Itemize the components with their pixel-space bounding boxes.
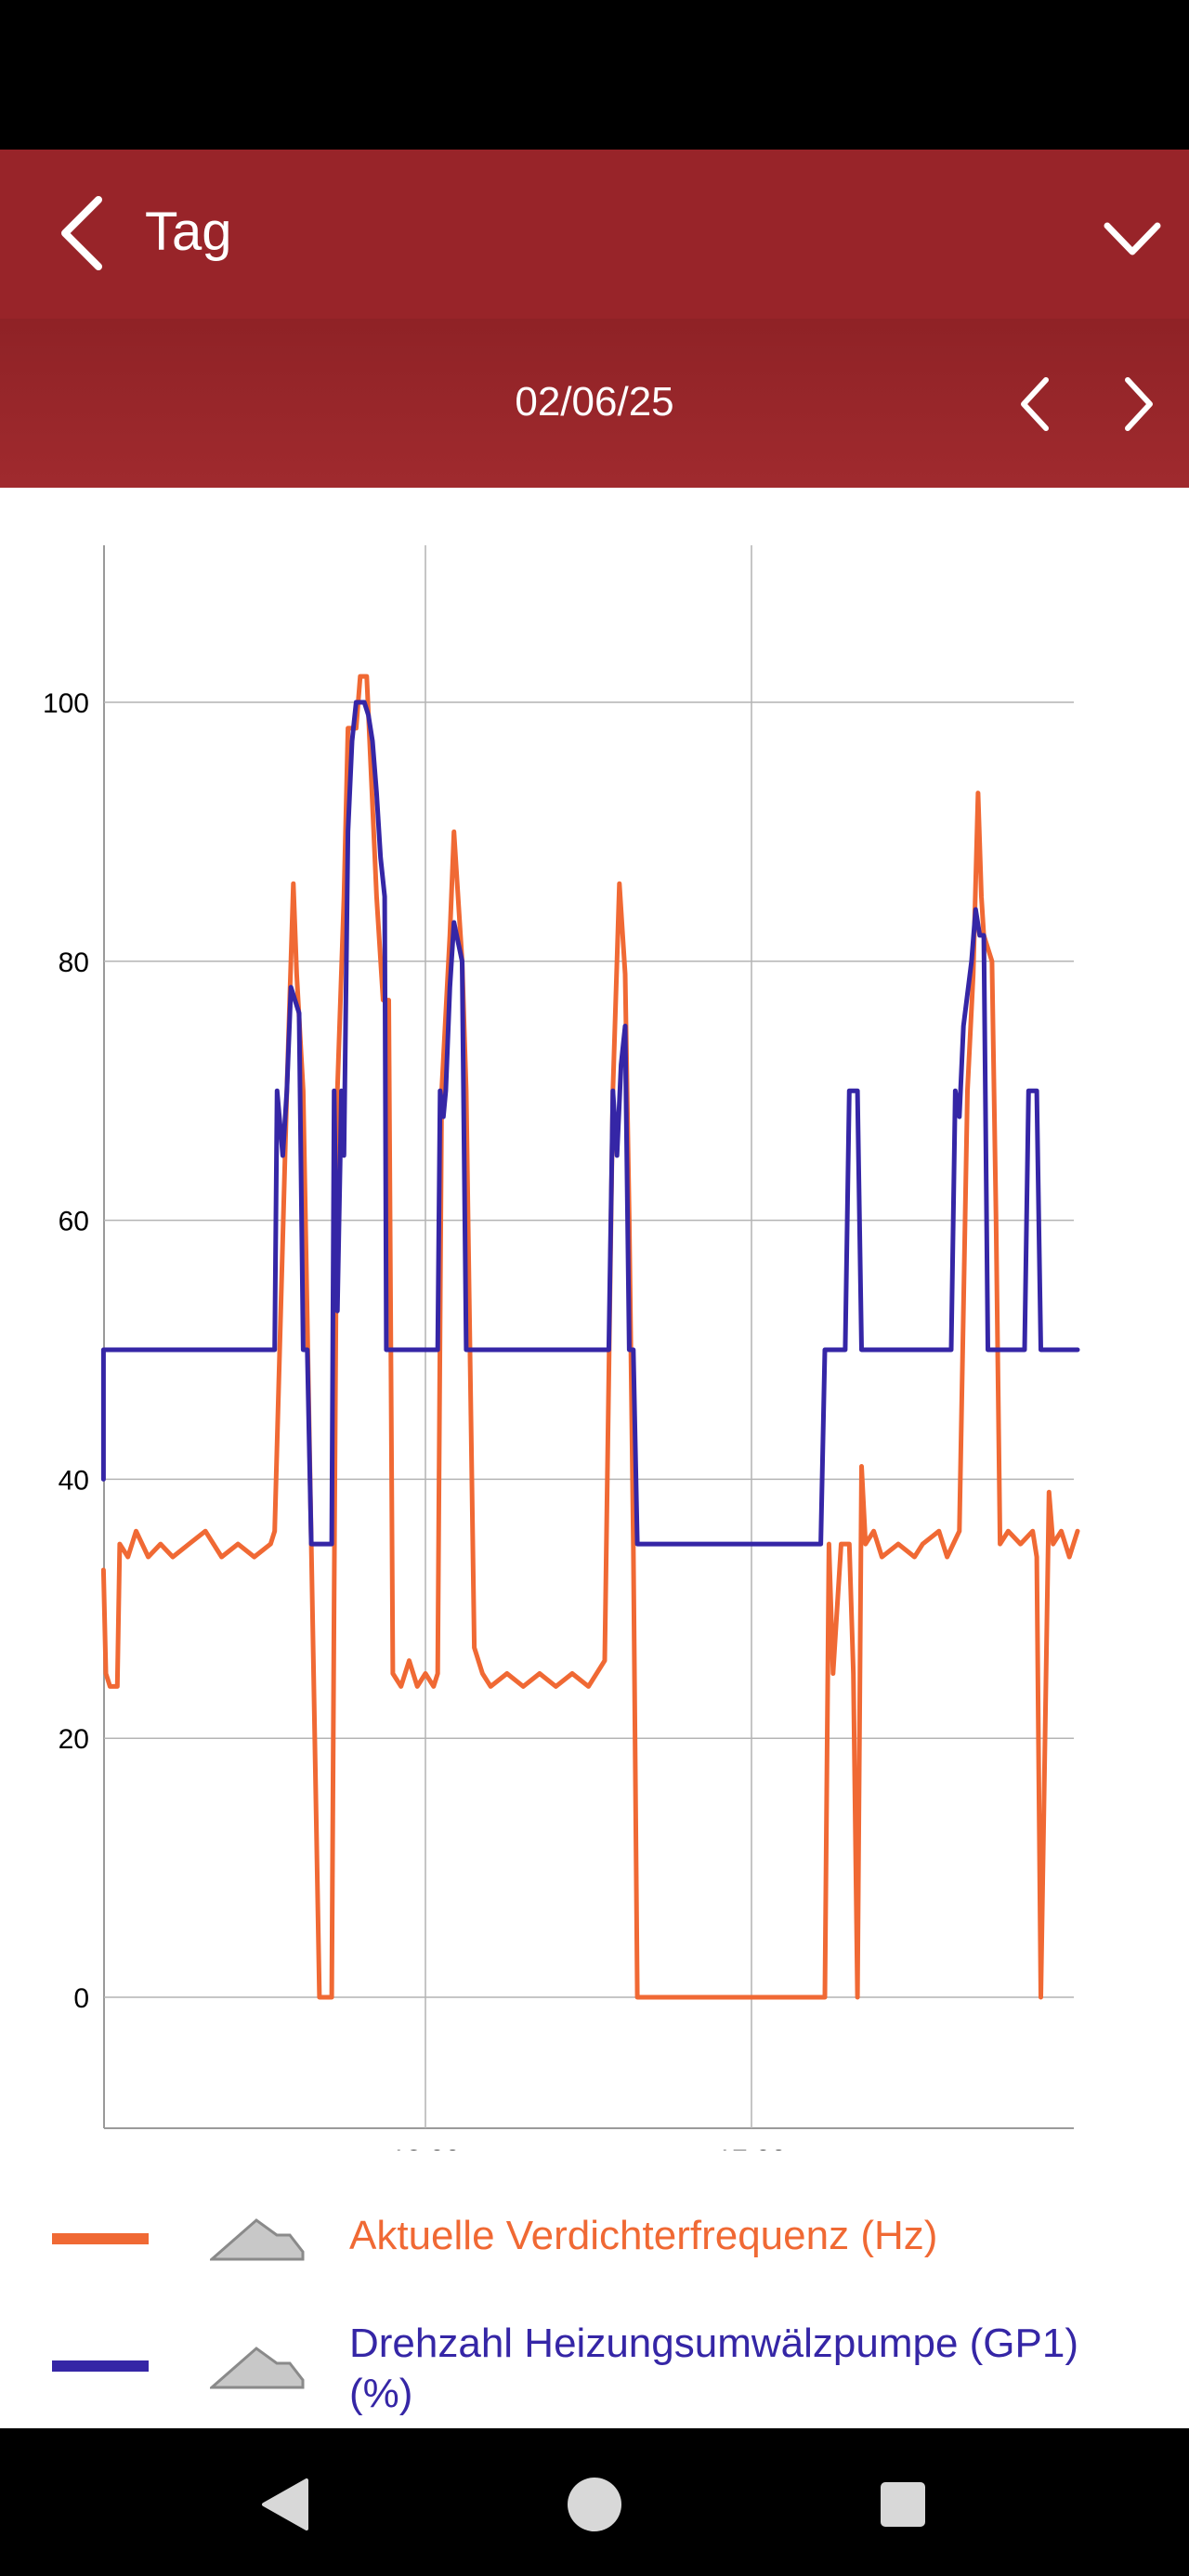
- line-chart: 0 20 40 60 80 100 13:00 17:00: [43, 545, 1080, 2151]
- y-tick-label: 40: [59, 1465, 89, 1496]
- y-tick-label: 0: [73, 1983, 89, 2014]
- status-bar: [0, 0, 1189, 150]
- series-line-compressor-frequency: [100, 673, 1080, 2000]
- y-tick-label: 60: [59, 1207, 89, 1237]
- date-bar: 02/06/25: [0, 319, 1189, 488]
- y-tick-label: 80: [59, 948, 89, 978]
- chevron-down-icon[interactable]: [1102, 218, 1163, 259]
- legend-swatch: [52, 2360, 149, 2372]
- square-recents-icon[interactable]: [879, 2480, 927, 2529]
- area-chart-icon[interactable]: [210, 2215, 305, 2261]
- back-chevron-icon[interactable]: [52, 194, 111, 272]
- y-tick-label: 20: [59, 1724, 89, 1755]
- series-line-pump-speed: [100, 700, 1080, 1547]
- date-label: 02/06/25: [515, 379, 674, 425]
- next-day-chevron-icon[interactable]: [1118, 374, 1159, 434]
- legend-swatch: [52, 2233, 149, 2244]
- circle-home-icon[interactable]: [567, 2477, 622, 2532]
- previous-day-chevron-icon[interactable]: [1014, 374, 1055, 434]
- x-tick-label: 17:00: [716, 2145, 786, 2151]
- area-chart-icon[interactable]: [210, 2343, 305, 2389]
- app-bar: Tag: [0, 150, 1189, 319]
- x-tick-label: 13:00: [390, 2145, 460, 2151]
- legend-label: Aktuelle Verdichterfrequenz (Hz): [349, 2213, 938, 2258]
- page-title: Tag: [145, 202, 232, 262]
- legend-label: Drehzahl Heizungsumwälzpumpe (GP1) (%): [349, 2321, 1078, 2416]
- legend: Aktuelle Verdichterfrequenz (Hz) Drehzah…: [0, 2155, 1189, 2425]
- triangle-back-icon[interactable]: [258, 2477, 314, 2532]
- y-tick-label: 100: [43, 688, 89, 719]
- legend-item-compressor: Aktuelle Verdichterfrequenz (Hz): [0, 2155, 1189, 2261]
- navigation-bar: [0, 2428, 1189, 2576]
- legend-item-pump: Drehzahl Heizungsumwälzpumpe (GP1) (%): [0, 2276, 1189, 2416]
